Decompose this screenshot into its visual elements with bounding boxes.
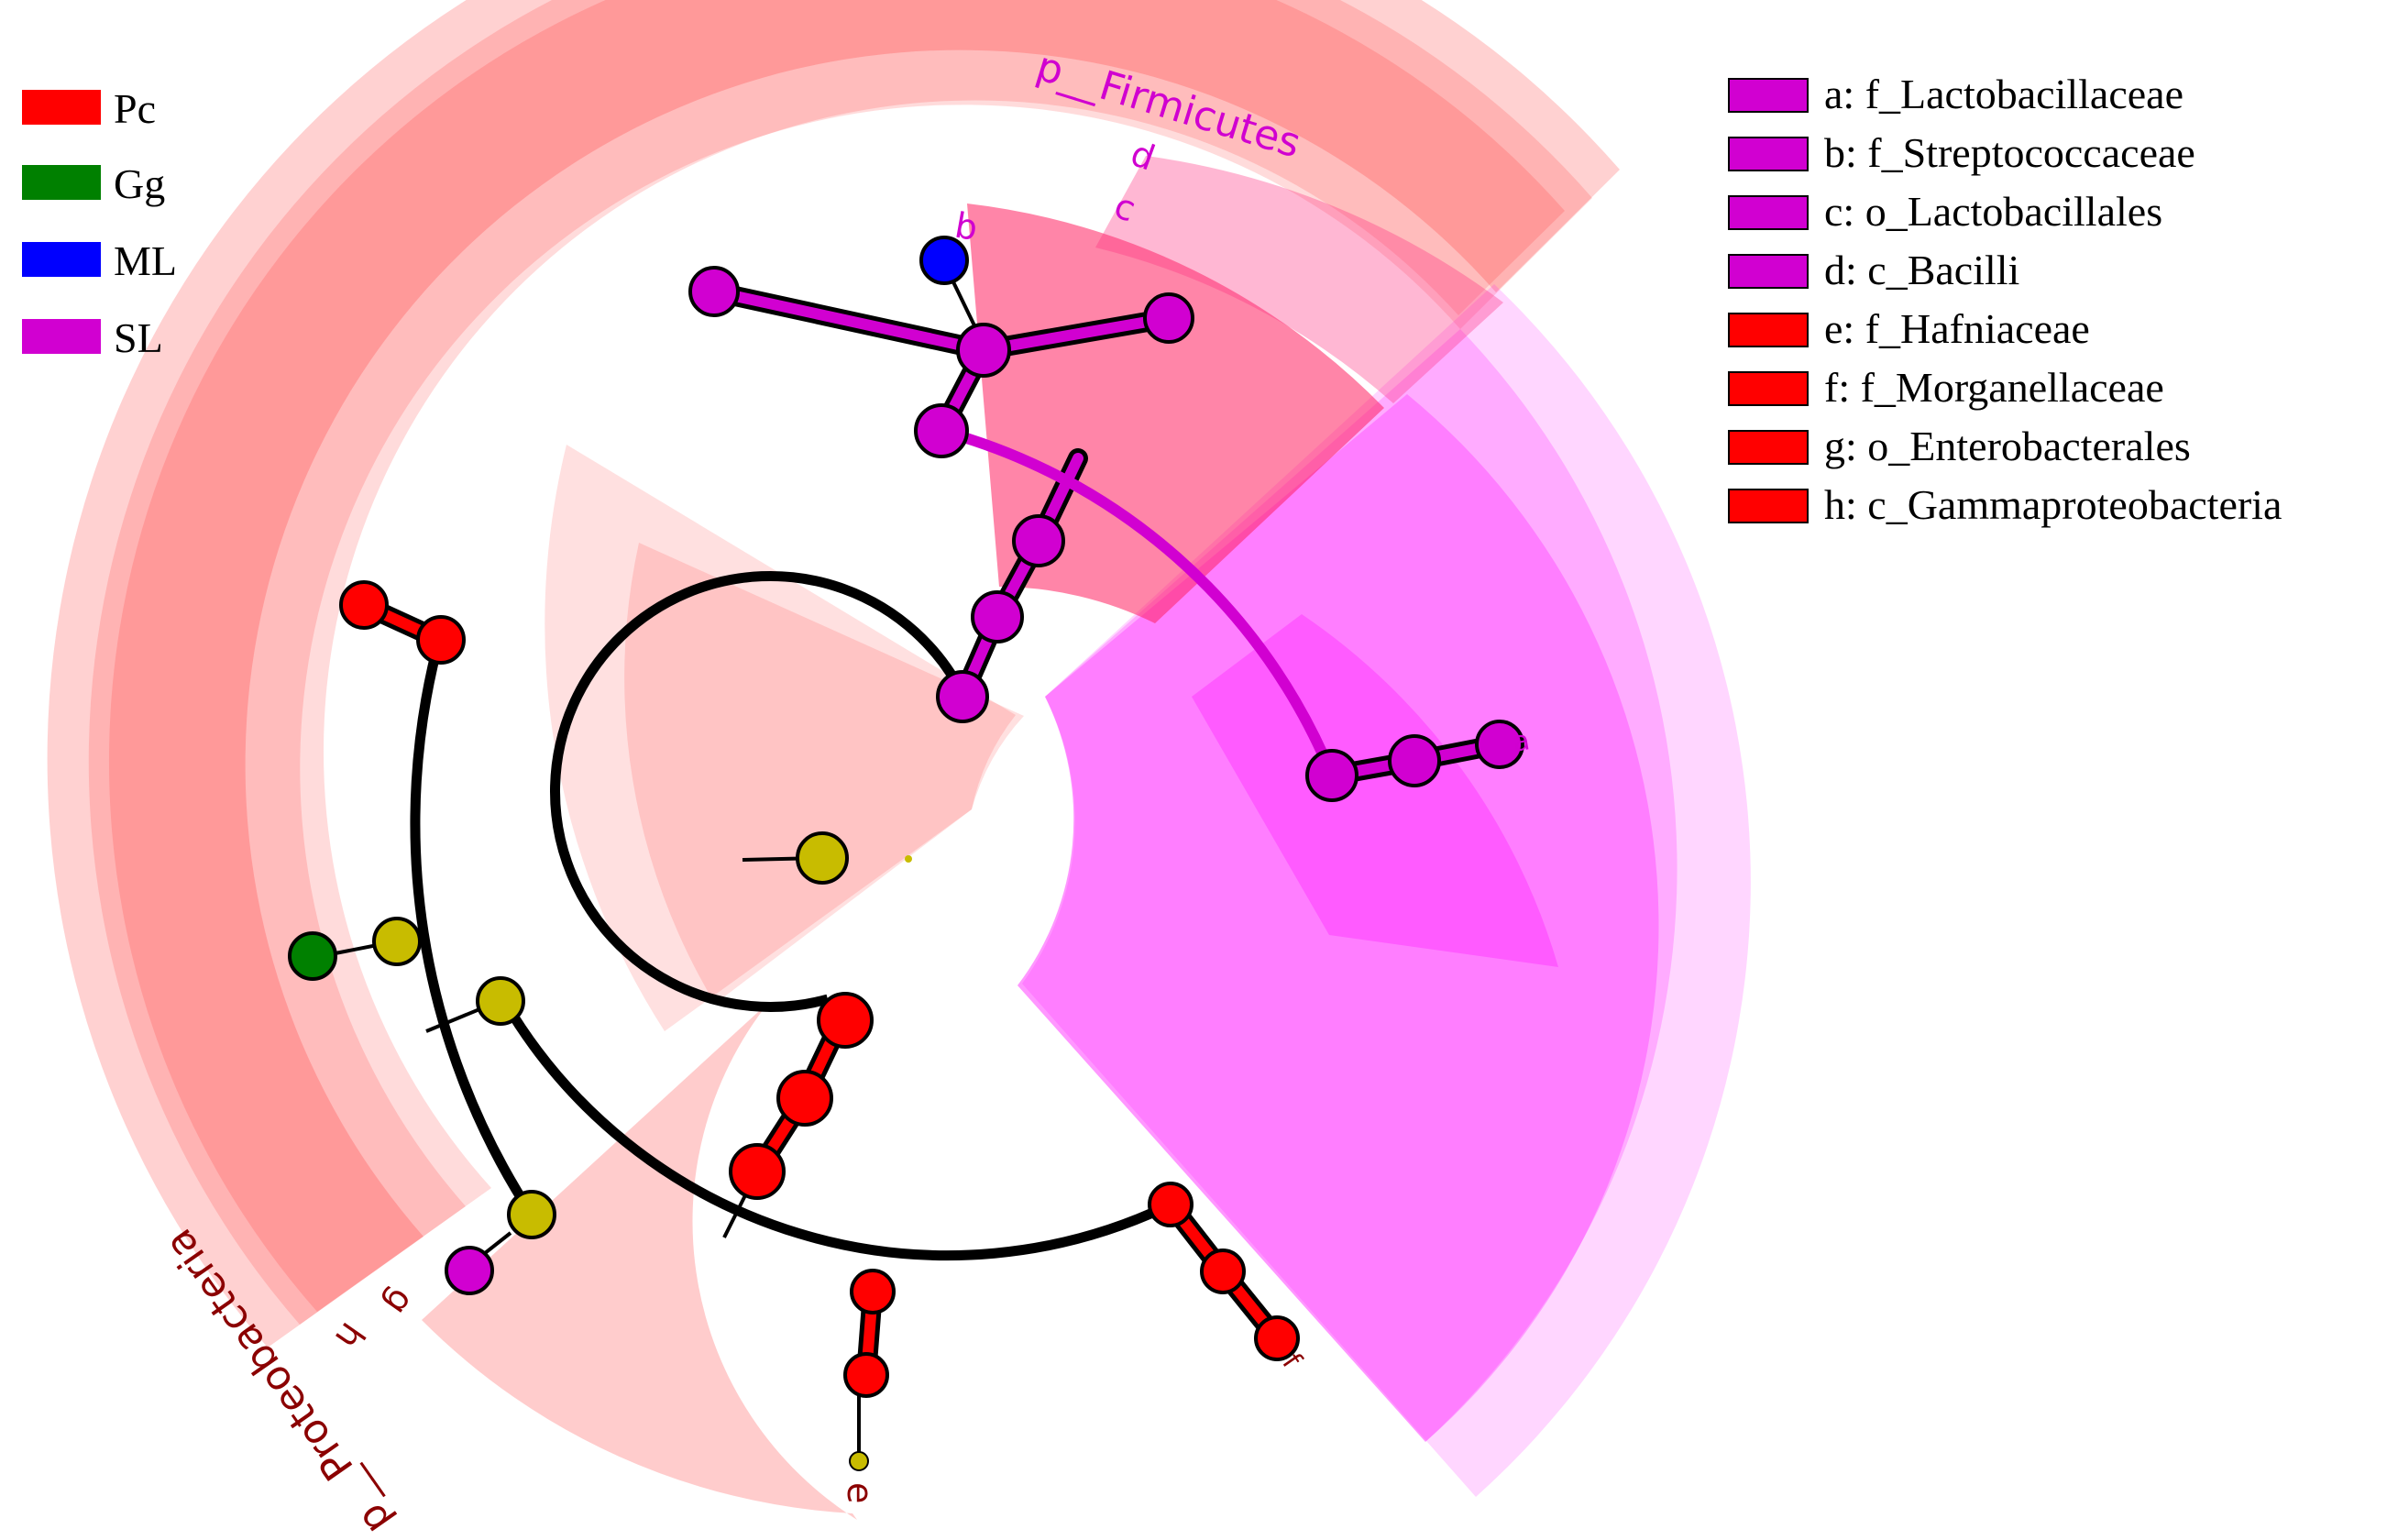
node-sl <box>971 590 1024 644</box>
taxa-swatch-a <box>1728 78 1809 113</box>
node-sl <box>1305 749 1358 802</box>
node-non-significant <box>796 831 849 885</box>
taxa-swatch-b <box>1728 137 1809 171</box>
legend-swatch-pc <box>22 90 101 125</box>
branch-root-arc <box>550 570 967 1012</box>
taxa-label-e: e: f_Hafniaceae <box>1824 305 2090 352</box>
branch-lactobacillales-arc <box>940 425 1337 778</box>
taxa-swatch-d <box>1728 254 1809 289</box>
clade-letter-h: h <box>327 1315 373 1357</box>
legend-swatch-ml <box>22 242 101 277</box>
sector-p-proteobacteria <box>47 0 1620 1348</box>
taxa-label-b: b: f_Streptococcaceae <box>1824 129 2195 176</box>
taxa-swatch-g <box>1728 430 1809 465</box>
taxa-swatch-f <box>1728 371 1809 406</box>
node-pc <box>1200 1248 1246 1294</box>
node-sl <box>956 323 1011 378</box>
taxa-swatch-h <box>1728 489 1809 523</box>
branch-gammaproteobacteria-arc <box>410 632 536 1218</box>
node-sl <box>688 266 740 317</box>
node-sl <box>445 1246 494 1295</box>
taxa-label-f: f: f_Morganellaceae <box>1824 364 2164 411</box>
node-pc <box>817 992 874 1049</box>
node-sl <box>936 670 989 723</box>
node-non-significant <box>507 1190 556 1239</box>
node-pc <box>416 615 466 665</box>
taxa-label-g: g: o_Enterobacterales <box>1824 423 2191 469</box>
group-legend: Pc Gg ML SL <box>22 85 177 361</box>
taxa-swatch-c <box>1728 195 1809 230</box>
sector-inner-proteobacteria-2 <box>624 543 1024 1004</box>
branch-enterobacterales-arc <box>501 1001 1173 1261</box>
sector-g-enterobacterales <box>108 0 1565 1312</box>
node-sl <box>914 403 969 458</box>
sector-d-bacilli <box>1018 329 1678 1442</box>
taxa-label-a: a: f_Lactobacillaceae <box>1824 71 2184 117</box>
node-ml <box>919 236 969 285</box>
taxa-label-h: h: c_Gammaproteobacteria <box>1824 481 2282 528</box>
node-non-significant <box>849 1451 869 1471</box>
legend-label-sl: SL <box>114 314 163 361</box>
taxa-label-c: c: o_Lactobacillales <box>1824 188 2162 235</box>
node-sl <box>1475 720 1524 769</box>
cladogram-nodes <box>288 236 1524 1471</box>
sector-a-lactobacillaceae <box>1192 614 1558 967</box>
sector-h-gammaproteobacteria <box>88 0 1592 1325</box>
node-sl <box>1143 292 1194 344</box>
node-pc <box>776 1070 833 1127</box>
sector-b-streptococcaceae <box>967 204 1384 623</box>
clade-letter-g: g <box>377 1282 423 1323</box>
node-non-significant <box>476 976 525 1026</box>
taxa-legend: a: f_Lactobacillaceae b: f_Streptococcac… <box>1728 71 2282 528</box>
legend-swatch-gg <box>22 165 101 200</box>
node-pc <box>339 580 389 630</box>
taxa-label-d: d: c_Bacilli <box>1824 247 2019 293</box>
node-pc <box>729 1143 786 1200</box>
node-gg <box>288 931 337 981</box>
legend-label-ml: ML <box>114 237 177 284</box>
taxa-swatch-e <box>1728 313 1809 347</box>
clade-letter-e: e <box>840 1482 880 1503</box>
node-pc <box>1254 1315 1300 1361</box>
node-non-significant <box>372 917 422 966</box>
clade-highlight-sectors <box>47 0 1751 1520</box>
node-sl <box>1388 734 1441 787</box>
node-root <box>905 855 912 863</box>
node-pc <box>850 1269 896 1314</box>
legend-swatch-sl <box>22 319 101 354</box>
node-pc <box>843 1352 889 1398</box>
sector-d-bacilli-top <box>1095 156 1503 403</box>
sector-c-lactobacillales <box>1018 394 1659 1442</box>
legend-label-gg: Gg <box>114 160 165 207</box>
sector-e-hafniaceae <box>422 1002 857 1520</box>
node-pc <box>1148 1182 1194 1227</box>
sector-inner-proteobacteria-1 <box>544 445 1016 1031</box>
node-sl <box>1012 514 1065 567</box>
legend-label-pc: Pc <box>114 85 156 132</box>
